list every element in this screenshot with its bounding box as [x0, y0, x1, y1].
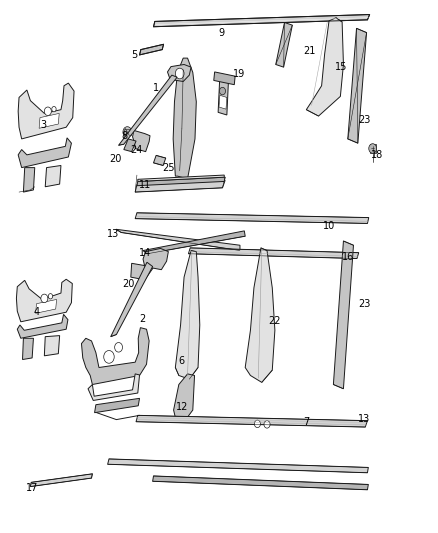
Text: 6: 6 [179, 356, 185, 366]
Polygon shape [81, 328, 149, 384]
Polygon shape [18, 83, 74, 139]
Text: 9: 9 [218, 28, 224, 38]
Text: 23: 23 [358, 115, 370, 125]
Polygon shape [173, 58, 196, 179]
Text: 24: 24 [130, 144, 142, 155]
Polygon shape [219, 95, 227, 109]
Polygon shape [133, 131, 150, 152]
Polygon shape [175, 251, 200, 379]
Text: 3: 3 [40, 120, 46, 130]
Polygon shape [35, 300, 57, 313]
Polygon shape [152, 476, 368, 490]
Polygon shape [245, 248, 275, 382]
Circle shape [123, 127, 132, 138]
Text: 7: 7 [303, 417, 310, 427]
Circle shape [219, 87, 226, 95]
Polygon shape [131, 255, 158, 280]
Circle shape [264, 421, 270, 428]
Text: 4: 4 [33, 306, 39, 317]
Polygon shape [44, 336, 60, 356]
Text: 17: 17 [26, 483, 38, 493]
Circle shape [52, 107, 56, 112]
Polygon shape [16, 279, 72, 322]
Text: 16: 16 [342, 252, 354, 262]
Polygon shape [124, 139, 136, 152]
Polygon shape [88, 374, 140, 400]
Polygon shape [153, 156, 166, 165]
Polygon shape [124, 130, 131, 135]
Polygon shape [116, 229, 240, 251]
Text: 14: 14 [139, 248, 151, 258]
Circle shape [104, 351, 114, 364]
Text: 2: 2 [139, 313, 146, 324]
Polygon shape [95, 398, 140, 413]
Polygon shape [17, 314, 68, 338]
Polygon shape [39, 114, 59, 128]
Text: 18: 18 [371, 150, 383, 160]
Polygon shape [45, 165, 61, 187]
Polygon shape [370, 144, 376, 153]
Text: 22: 22 [268, 316, 281, 326]
Polygon shape [173, 374, 194, 421]
Circle shape [369, 144, 377, 154]
Text: 21: 21 [304, 46, 316, 55]
Polygon shape [306, 18, 343, 116]
Text: 13: 13 [358, 414, 370, 424]
Polygon shape [276, 22, 292, 67]
Text: 20: 20 [109, 154, 121, 164]
Circle shape [41, 294, 48, 303]
Polygon shape [333, 241, 353, 389]
Text: 5: 5 [131, 51, 137, 60]
Text: 25: 25 [162, 163, 175, 173]
Circle shape [254, 420, 261, 427]
Circle shape [115, 343, 123, 352]
Text: 1: 1 [152, 83, 159, 93]
Polygon shape [135, 213, 369, 223]
Polygon shape [108, 459, 368, 473]
Polygon shape [188, 248, 359, 259]
Polygon shape [30, 474, 92, 487]
Polygon shape [111, 262, 152, 337]
Text: 8: 8 [121, 131, 127, 141]
Polygon shape [167, 64, 191, 82]
Polygon shape [140, 44, 163, 55]
Polygon shape [137, 177, 225, 185]
Polygon shape [143, 231, 245, 254]
Polygon shape [143, 248, 168, 270]
Text: 12: 12 [176, 402, 188, 412]
Polygon shape [138, 175, 224, 181]
Polygon shape [119, 75, 177, 146]
Polygon shape [214, 72, 235, 85]
Polygon shape [18, 138, 71, 167]
Text: 10: 10 [323, 221, 335, 231]
Polygon shape [23, 167, 35, 192]
Polygon shape [153, 14, 370, 27]
Circle shape [44, 107, 51, 116]
Polygon shape [136, 415, 367, 427]
Text: 20: 20 [123, 279, 135, 289]
Polygon shape [348, 28, 367, 143]
Text: 15: 15 [335, 62, 347, 71]
Text: 11: 11 [139, 180, 151, 190]
Polygon shape [22, 338, 33, 360]
Circle shape [175, 68, 184, 79]
Polygon shape [135, 180, 225, 192]
Polygon shape [218, 75, 229, 115]
Text: 13: 13 [107, 229, 120, 239]
Text: 19: 19 [233, 69, 245, 79]
Text: 23: 23 [358, 298, 370, 309]
Circle shape [48, 294, 53, 299]
